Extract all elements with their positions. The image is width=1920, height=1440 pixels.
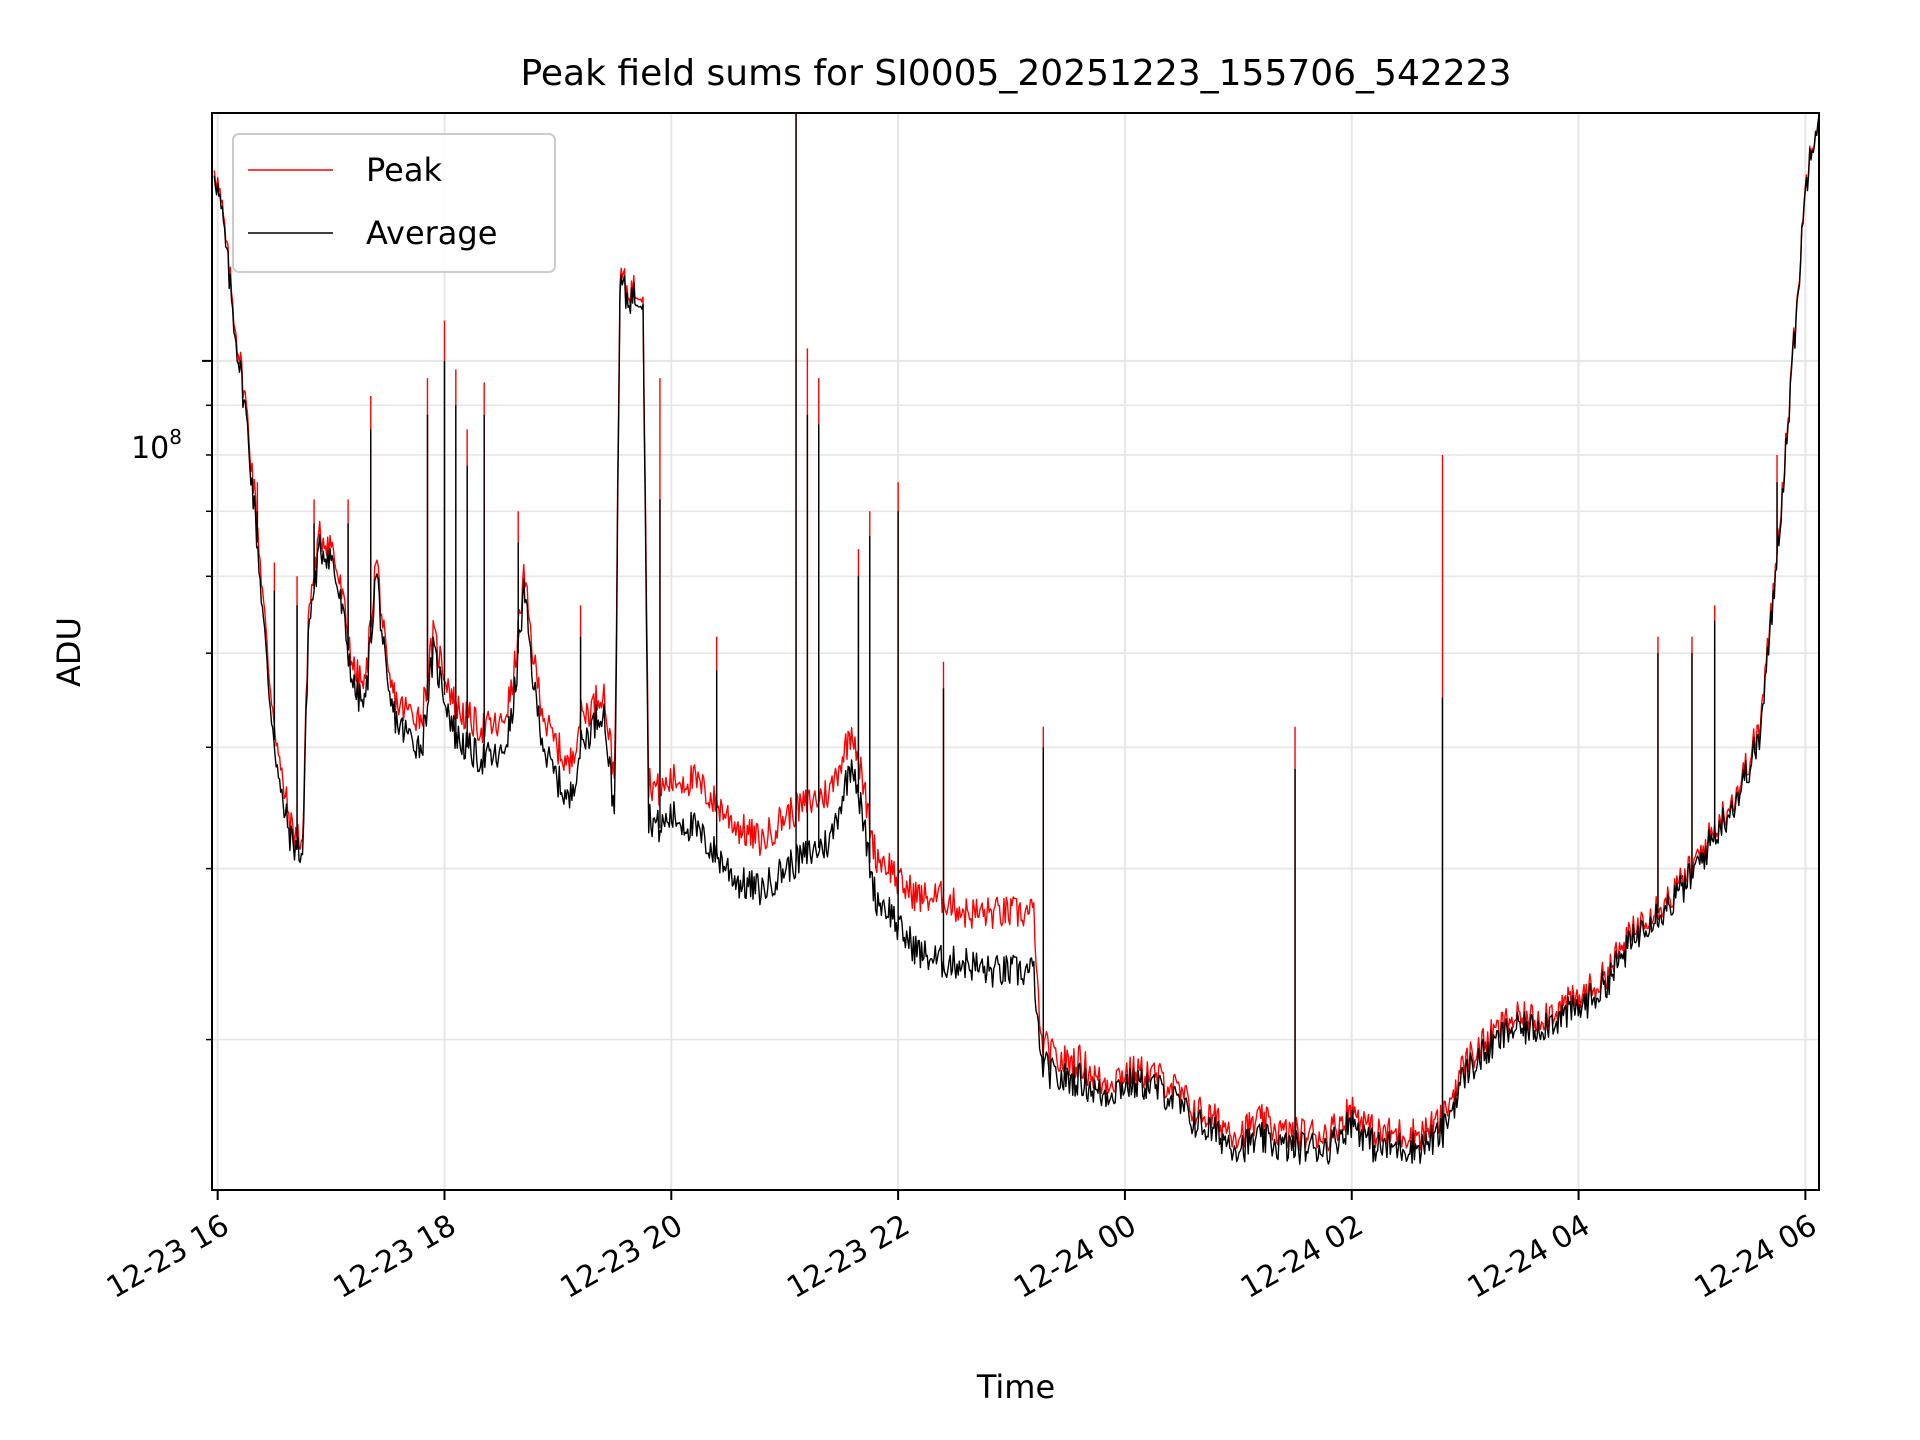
chart-title: Peak field sums for SI0005_20251223_1557… xyxy=(520,53,1511,94)
y-tick-label-exponent: 8 xyxy=(169,425,182,449)
y-tick-label-1e8: 108 xyxy=(131,425,182,466)
legend-label-peak: Peak xyxy=(366,151,442,189)
plot-series xyxy=(213,113,1820,1165)
x-axis-label: Time xyxy=(976,1368,1055,1406)
legend: Peak Average xyxy=(232,133,556,273)
y-axis-label: ADU xyxy=(50,617,88,687)
y-tick-label-base: 10 xyxy=(131,431,169,466)
grid xyxy=(212,113,1819,1190)
legend-label-average: Average xyxy=(366,214,497,252)
series-line-peak xyxy=(213,115,1820,1152)
axes-frame xyxy=(211,112,1820,1191)
series-line-average xyxy=(213,115,1820,1165)
legend-box xyxy=(232,133,556,273)
